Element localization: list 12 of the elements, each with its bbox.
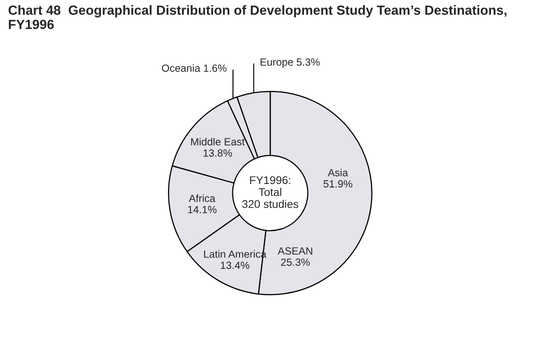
data-label: 13.8% — [204, 149, 232, 157]
slice-label: Africa — [188, 194, 216, 202]
data-label: 51.9% — [324, 180, 352, 188]
slice-label: Asia — [328, 168, 348, 176]
text: FY1996: Total 320 studies — [242, 176, 298, 208]
slice-label: Europe 5.3% — [260, 58, 320, 68]
data-label: 14.1% — [188, 206, 216, 214]
data-label: 13.4% — [220, 262, 250, 269]
slice-label: Oceania 1.6% — [162, 64, 227, 72]
chart-title: Chart 48 Geographical Distribution of Development Study Team’s Destinations, FY1996 — [8, 5, 506, 30]
text: ASEAN 25.3% — [278, 247, 312, 266]
slice-label: Middle East — [191, 138, 245, 146]
